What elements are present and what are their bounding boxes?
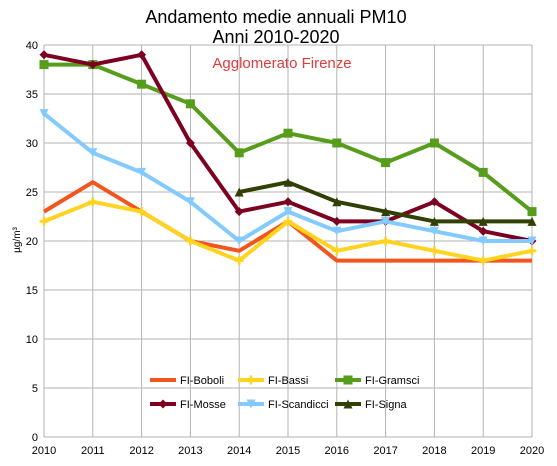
data-point (478, 236, 488, 246)
data-point (185, 138, 195, 148)
data-point (381, 236, 391, 246)
y-tick-label: 40 (26, 40, 38, 52)
data-point (478, 256, 488, 266)
data-point (283, 216, 293, 226)
data-point (527, 246, 537, 256)
legend-label: FI-Gramsci (365, 375, 419, 387)
data-point (39, 50, 49, 60)
data-point (283, 197, 293, 207)
chart-subtitle: Anni 2010-2020 (212, 27, 339, 47)
data-point (381, 207, 391, 217)
y-tick-label: 15 (26, 285, 38, 297)
data-point (283, 128, 293, 138)
data-point (527, 236, 537, 246)
data-point (429, 246, 439, 256)
x-tick-label: 2015 (276, 445, 300, 457)
legend-item: FI-Scandicci (238, 399, 329, 411)
data-point (137, 167, 147, 177)
legend-item: FI-Bassi (238, 375, 308, 387)
y-tick-label: 10 (26, 334, 38, 346)
x-tick-label: 2012 (129, 445, 153, 457)
data-point (234, 236, 244, 246)
x-tick-label: 2016 (325, 445, 349, 457)
legend: FI-Boboli FI-Bassi FI-Gramsci FI-Mosse FI-Sc… (150, 375, 419, 411)
y-tick-label: 30 (26, 138, 38, 150)
chart-annotation: Agglomerato Firenze (212, 55, 351, 72)
data-point (381, 216, 391, 226)
legend-label: FI-Scandicci (268, 399, 329, 411)
data-point (332, 246, 342, 256)
legend-item: FI-Gramsci (335, 375, 419, 387)
series-fi-bassi (39, 197, 537, 266)
data-point (332, 226, 342, 236)
y-tick-label: 0 (32, 432, 38, 444)
data-point (39, 109, 49, 119)
legend-item: FI-Signa (335, 399, 407, 411)
data-point (527, 207, 537, 217)
data-point (137, 50, 147, 60)
chart-title: Andamento medie annuali PM10 (145, 7, 406, 27)
data-point (185, 197, 195, 207)
data-point (39, 216, 49, 226)
data-point (381, 158, 391, 168)
y-axis-label: µg/m³ (12, 226, 23, 252)
data-point (234, 207, 244, 217)
x-tick-label: 2017 (373, 445, 397, 457)
data-point (234, 148, 244, 158)
data-point (246, 399, 256, 409)
data-point (478, 216, 488, 226)
data-point (429, 197, 439, 207)
legend-label: FI-Signa (365, 399, 407, 411)
data-point (429, 226, 439, 236)
data-point (88, 197, 98, 207)
x-tick-label: 2014 (227, 445, 251, 457)
data-point (332, 216, 342, 226)
y-tick-label: 20 (26, 236, 38, 248)
x-tick-label: 2010 (32, 445, 56, 457)
x-tick-label: 2018 (422, 445, 446, 457)
data-point (39, 60, 49, 70)
grid-lines (43, 44, 533, 438)
data-point (343, 375, 353, 385)
data-point (158, 399, 168, 409)
data-point (185, 236, 195, 246)
data-point (185, 99, 195, 109)
data-point (283, 177, 293, 187)
axes: 0 5 10 15 20 25 30 35 40 2010 2011 2012 2013 2014 2015… (26, 40, 544, 457)
data-point (283, 207, 293, 217)
legend-item: FI-Mosse (150, 399, 226, 411)
x-tick-label: 2020 (520, 445, 544, 457)
data-point (478, 226, 488, 236)
data-point (234, 187, 244, 197)
y-tick-label: 5 (32, 383, 38, 395)
legend-label: FI-Bassi (268, 375, 308, 387)
data-point (343, 399, 353, 409)
x-tick-label: 2019 (471, 445, 495, 457)
data-point (332, 138, 342, 148)
y-tick-label: 35 (26, 89, 38, 101)
data-point (137, 207, 147, 217)
data-point (478, 167, 488, 177)
series-group (39, 50, 537, 266)
series-fi-scandicci (39, 109, 537, 246)
data-point (88, 60, 98, 70)
legend-label: FI-Boboli (180, 375, 224, 387)
data-point (332, 197, 342, 207)
y-tick-label: 25 (26, 187, 38, 199)
data-point (246, 375, 256, 385)
data-point (137, 79, 147, 89)
data-point (234, 256, 244, 266)
legend-item: FI-Boboli (150, 375, 224, 387)
data-point (429, 216, 439, 226)
data-point (429, 138, 439, 148)
legend-label: FI-Mosse (180, 399, 226, 411)
x-tick-label: 2013 (178, 445, 202, 457)
data-point (88, 148, 98, 158)
x-tick-label: 2011 (81, 445, 105, 457)
data-point (527, 216, 537, 226)
series-fi-signa (234, 177, 537, 226)
